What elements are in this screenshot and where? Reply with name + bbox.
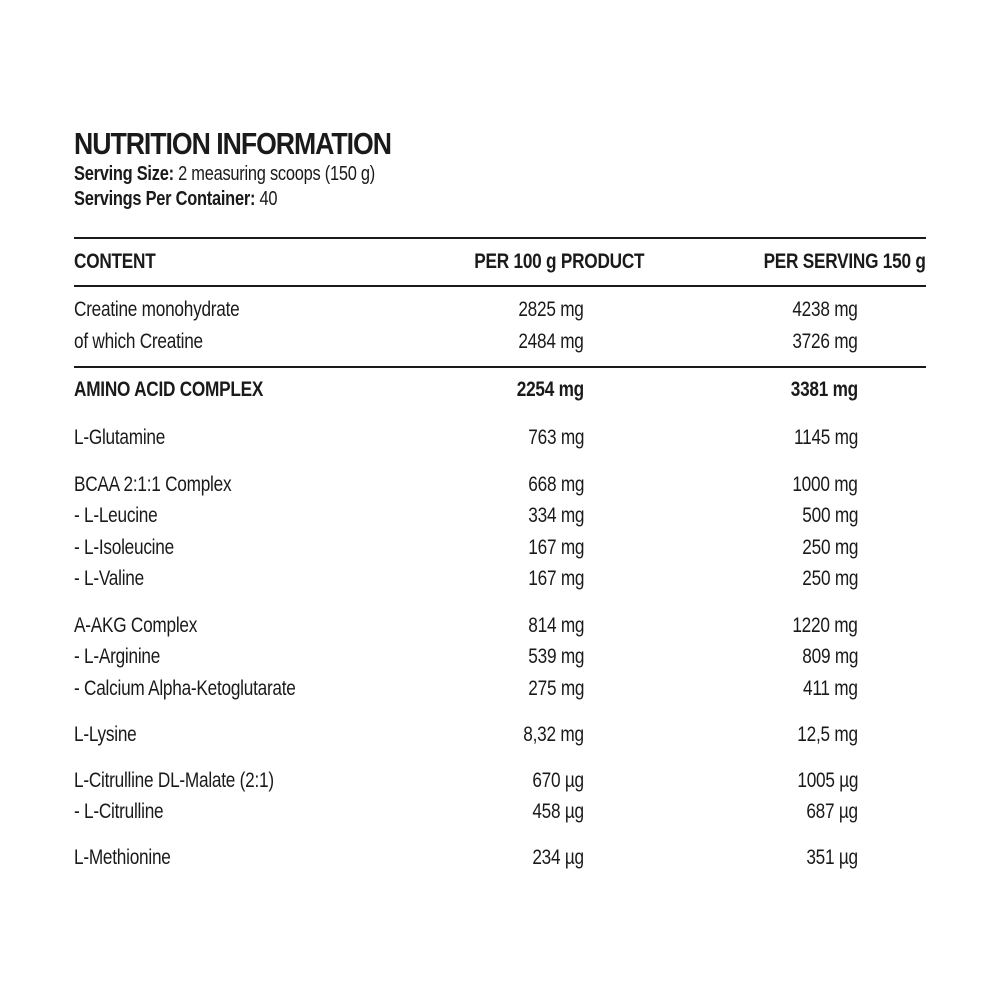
row-name: BCAA 2:1:1 Complex — [74, 473, 232, 496]
table-row: - L-Leucine 334 mg 500 mg — [74, 504, 926, 535]
table-row: - Calcium Alpha-Ketoglutarate 275 mg 411 m… — [74, 677, 926, 708]
row-per100: 334 mg — [528, 504, 584, 527]
row-name: A-AKG Complex — [74, 614, 198, 637]
row-name: - Calcium Alpha-Ketoglutarate — [74, 677, 296, 700]
table-row-section: AMINO ACID COMPLEX 2254 mg 3381 mg — [74, 378, 926, 409]
row-per-serving: 500 mg — [802, 504, 858, 527]
row-name: - L-Arginine — [74, 645, 161, 668]
table-row: L-Lysine 8,32 mg 12,5 mg — [74, 723, 926, 754]
serving-size-value: 2 measuring scoops (150 g) — [173, 163, 376, 185]
row-per100: 167 mg — [528, 536, 584, 559]
row-name: - L-Citrulline — [74, 800, 164, 823]
header-content: CONTENT — [74, 250, 156, 273]
row-per-serving: 3381 mg — [790, 378, 858, 401]
nutrition-panel: NUTRITION INFORMATION Serving Size: 2 me… — [74, 126, 926, 212]
table-row: L-Methionine 234 µg 351 µg — [74, 846, 926, 877]
row-per100: 234 µg — [532, 846, 584, 869]
nutrition-table: CONTENT PER 100 g PRODUCT PER SERVING 15… — [74, 0, 926, 1000]
table-header: CONTENT PER 100 g PRODUCT PER SERVING 15… — [74, 250, 926, 281]
servings-per-container: Servings Per Container: 40 — [74, 187, 773, 212]
row-name: AMINO ACID COMPLEX — [74, 378, 264, 401]
row-per-serving: 1145 mg — [793, 426, 858, 449]
row-name: of which Creatine — [74, 330, 203, 353]
table-row: Creatine monohydrate 2825 mg 4238 mg — [74, 298, 926, 329]
row-per100: 668 mg — [528, 473, 584, 496]
header-per100: PER 100 g PRODUCT — [474, 250, 644, 273]
table-row: - L-Isoleucine 167 mg 250 mg — [74, 536, 926, 567]
row-name: - L-Isoleucine — [74, 536, 174, 559]
page-title: NUTRITION INFORMATION — [74, 126, 392, 161]
table-row: A-AKG Complex 814 mg 1220 mg — [74, 614, 926, 645]
row-per-serving: 411 mg — [803, 677, 858, 700]
row-name: - L-Valine — [74, 567, 144, 590]
row-name: L-Methionine — [74, 846, 171, 869]
row-per-serving: 4238 mg — [792, 298, 859, 321]
row-per-serving: 809 mg — [802, 645, 858, 668]
row-per100: 814 mg — [528, 614, 584, 637]
table-row: - L-Citrulline 458 µg 687 µg — [74, 800, 926, 831]
serving-size: Serving Size: 2 measuring scoops (150 g) — [74, 162, 773, 187]
row-name: L-Lysine — [74, 723, 137, 746]
row-per-serving: 1005 µg — [797, 769, 858, 792]
servings-label: Servings Per Container: — [74, 188, 256, 210]
table-row: of which Creatine 2484 mg 3726 mg — [74, 330, 926, 361]
row-per100: 2825 mg — [518, 298, 585, 321]
table-row: - L-Arginine 539 mg 809 mg — [74, 645, 926, 676]
row-per100: 167 mg — [528, 567, 584, 590]
table-row: BCAA 2:1:1 Complex 668 mg 1000 mg — [74, 473, 926, 504]
servings-value: 40 — [255, 188, 278, 210]
serving-size-label: Serving Size: — [74, 163, 174, 185]
row-per-serving: 687 µg — [806, 800, 858, 823]
table-row: L-Citrulline DL-Malate (2:1) 670 µg 1005 µ… — [74, 769, 926, 800]
row-per-serving: 1000 mg — [792, 473, 859, 496]
header-per-serving: PER SERVING 150 g — [763, 250, 926, 273]
table-row: L-Glutamine 763 mg 1145 mg — [74, 426, 926, 457]
divider — [74, 366, 926, 368]
row-per100: 763 mg — [528, 426, 584, 449]
row-per100: 275 mg — [528, 677, 584, 700]
row-per-serving: 3726 mg — [792, 330, 859, 353]
row-per100: 670 µg — [532, 769, 584, 792]
row-per100: 458 µg — [532, 800, 584, 823]
row-per-serving: 351 µg — [806, 846, 858, 869]
row-per-serving: 1220 mg — [792, 614, 859, 637]
divider — [74, 237, 926, 239]
divider — [74, 285, 926, 287]
table-row: - L-Valine 167 mg 250 mg — [74, 567, 926, 598]
row-name: L-Citrulline DL-Malate (2:1) — [74, 769, 274, 792]
row-per-serving: 250 mg — [802, 567, 858, 590]
row-name: Creatine monohydrate — [74, 298, 240, 321]
row-name: - L-Leucine — [74, 504, 158, 527]
row-per100: 539 mg — [528, 645, 584, 668]
row-per100: 8,32 mg — [523, 723, 584, 746]
row-per100: 2484 mg — [518, 330, 585, 353]
row-per100: 2254 mg — [516, 378, 584, 401]
row-per-serving: 250 mg — [802, 536, 858, 559]
row-per-serving: 12,5 mg — [797, 723, 858, 746]
row-name: L-Glutamine — [74, 426, 166, 449]
